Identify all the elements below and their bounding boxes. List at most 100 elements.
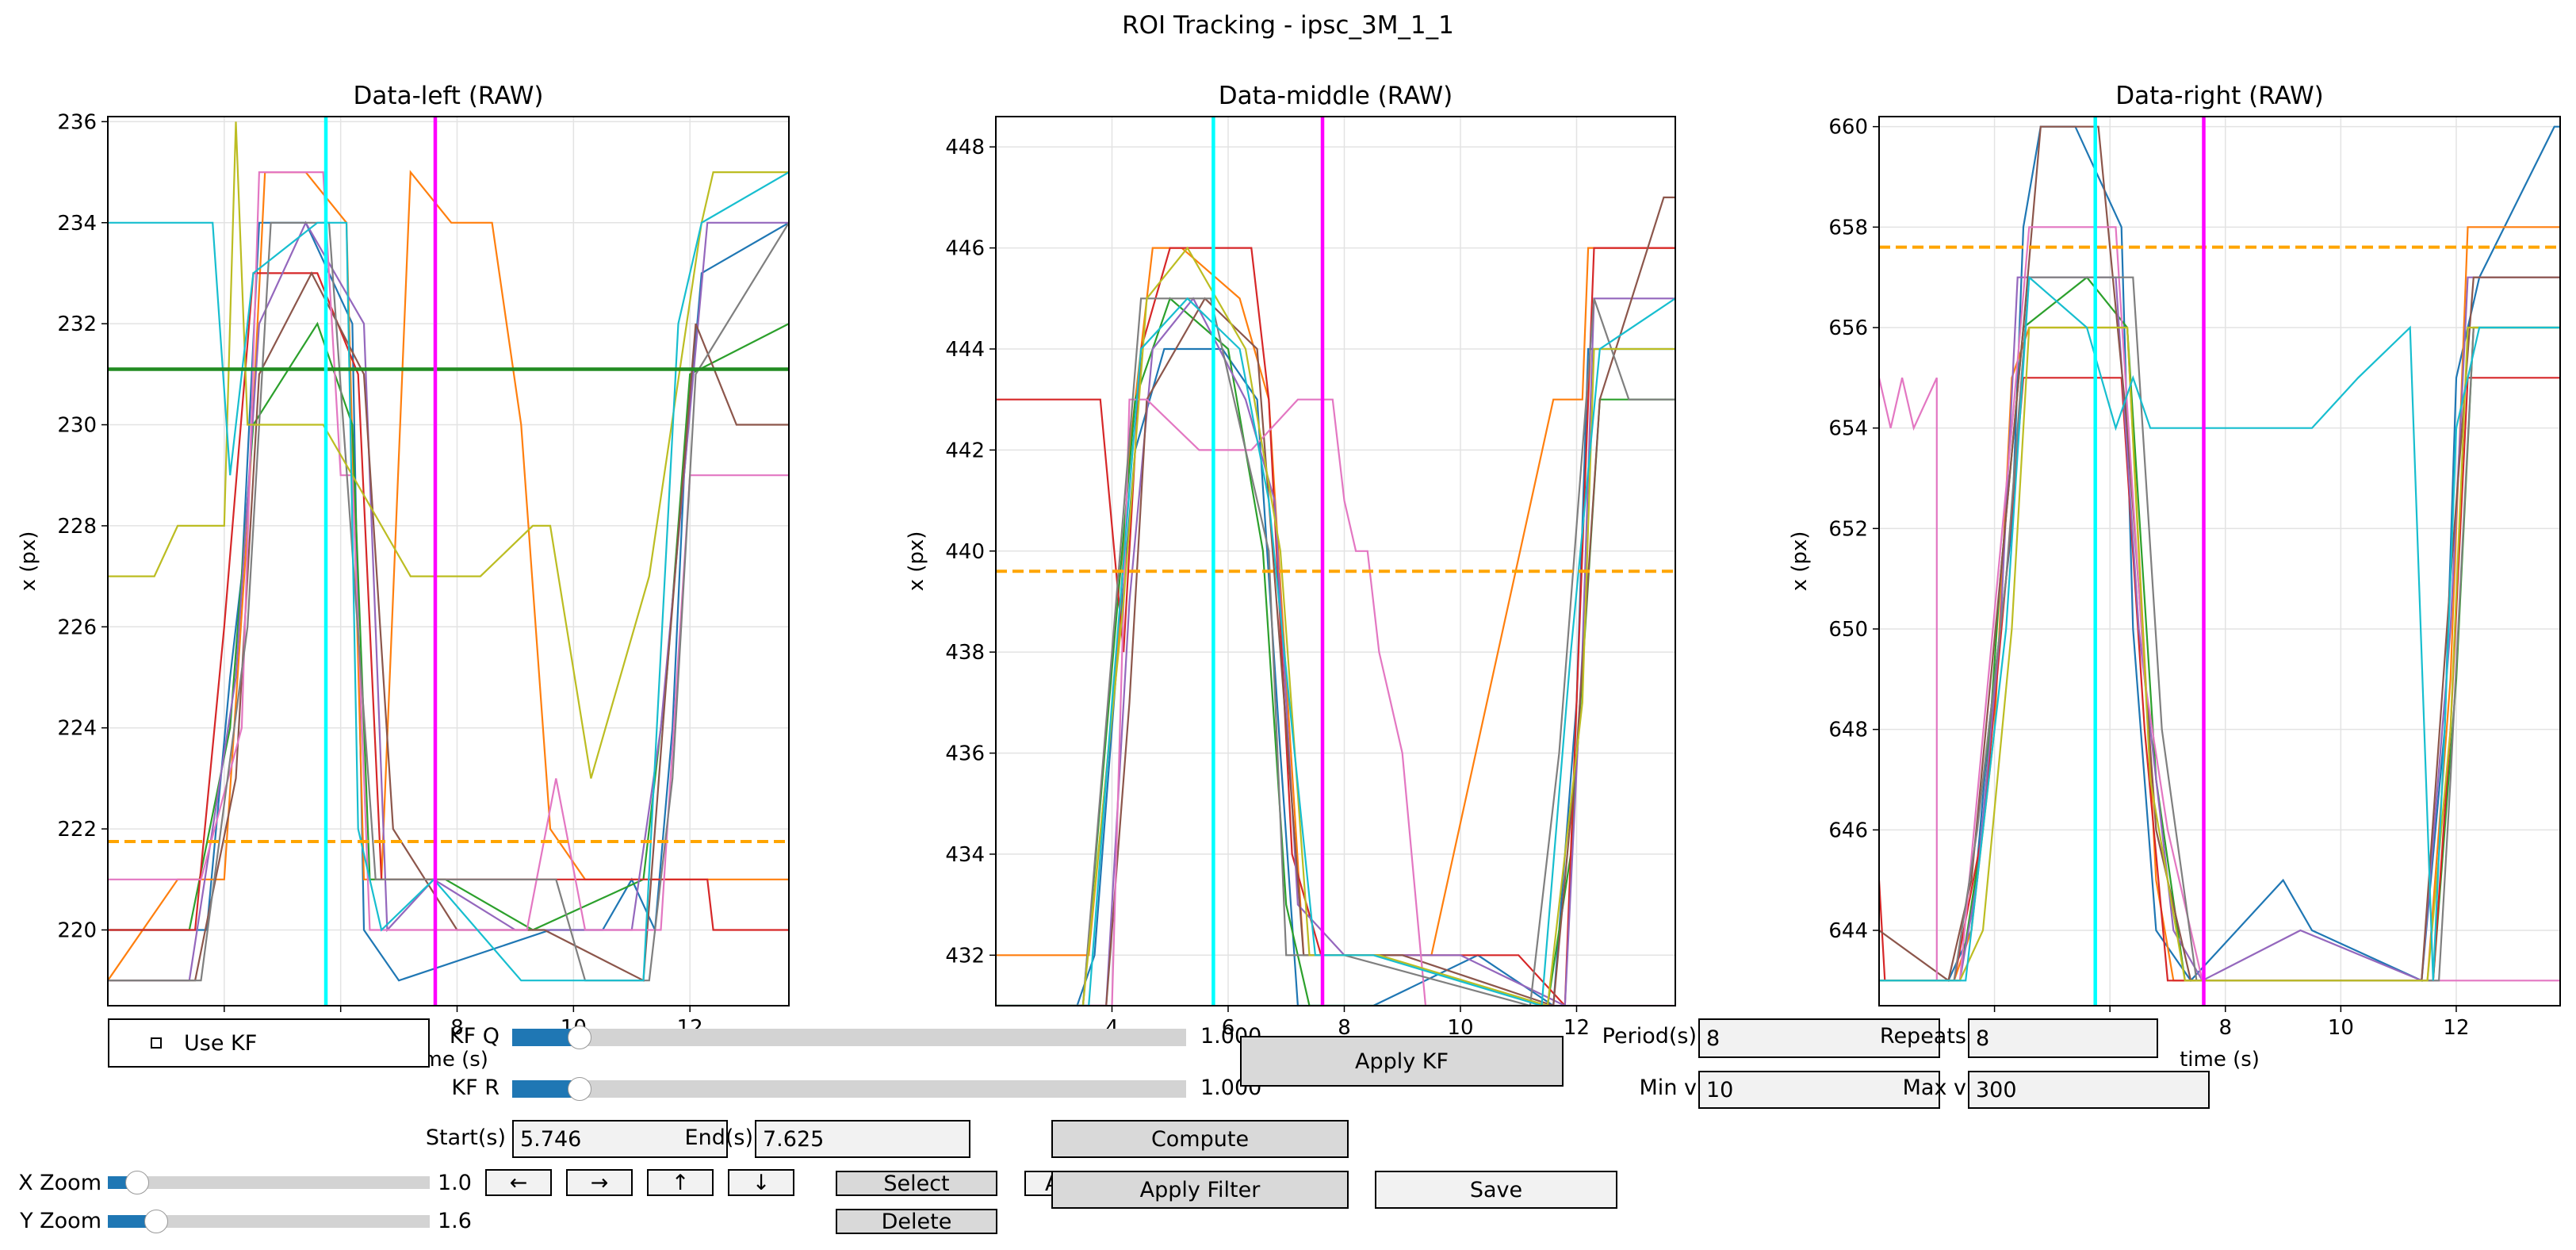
plot-frame	[995, 116, 1676, 1007]
kf-r-handle[interactable]	[568, 1077, 591, 1101]
checkbox-icon	[151, 1037, 162, 1049]
series-line-3	[1879, 377, 2560, 982]
delete-button[interactable]: Delete	[836, 1209, 997, 1234]
y-tick-label: 650	[1828, 618, 1868, 642]
kf-r-fill	[512, 1080, 580, 1098]
save-button[interactable]: Save	[1375, 1171, 1617, 1209]
y-zoom-handle[interactable]	[144, 1210, 168, 1233]
y-tick-label: 224	[57, 717, 97, 741]
y-tick-label: 444	[945, 338, 985, 362]
apply-filter-button[interactable]: Apply Filter	[1051, 1171, 1349, 1209]
y-tick-label: 222	[57, 818, 97, 842]
y-axis-label: x (px)	[17, 531, 40, 592]
x-tick-label: 8	[450, 1016, 464, 1040]
y-tick-label: 432	[945, 944, 985, 968]
y-axis-label: x (px)	[905, 531, 928, 592]
y-tick-label: 236	[57, 110, 97, 134]
y-tick-label: 440	[945, 540, 985, 564]
x-tick-label: 8	[2219, 1016, 2233, 1040]
y-tick-label: 652	[1828, 517, 1868, 541]
y-zoom-track[interactable]	[108, 1215, 430, 1228]
x-zoom-handle[interactable]	[124, 1171, 149, 1194]
series-line-6	[108, 171, 789, 931]
max-v-input[interactable]: 300	[1968, 1071, 2210, 1109]
series-line-9	[1879, 275, 2560, 982]
y-tick-label: 446	[945, 237, 985, 261]
repeats-input[interactable]: 8	[1968, 1018, 2158, 1058]
period-input[interactable]: 8	[1698, 1018, 1940, 1058]
series-line-9	[996, 297, 1675, 1006]
series-line-8	[108, 121, 789, 779]
repeats-label: Repeats	[1879, 1024, 1966, 1049]
chart-title: Data-left (RAW)	[354, 82, 544, 110]
max-v-label: Max v	[1902, 1076, 1966, 1100]
chart-panel-middle: 4 6 8 10 12432434436438440442444446448Data-m…	[905, 82, 1676, 1072]
x-zoom-value: 1.0	[438, 1171, 472, 1195]
series-line-7	[1879, 276, 2560, 982]
start-input[interactable]: 5.746	[512, 1120, 728, 1158]
pan-down-button[interactable]: ↓	[728, 1169, 794, 1196]
min-v-input[interactable]: 10	[1698, 1071, 1940, 1109]
end-input[interactable]: 7.625	[755, 1120, 970, 1158]
compute-button[interactable]: Compute	[1051, 1120, 1349, 1158]
plot-area	[108, 117, 789, 1006]
series-line-7	[108, 221, 789, 982]
series-line-7	[996, 297, 1675, 1006]
figure-title: ROI Tracking - ipsc_3M_1_1	[1122, 11, 1454, 40]
y-tick-label: 438	[945, 641, 985, 665]
series-line-0	[108, 221, 789, 982]
select-button[interactable]: Select	[836, 1171, 997, 1196]
x-tick-label: 10	[2328, 1016, 2354, 1040]
series-line-4	[1879, 276, 2560, 982]
kf-q-label: KF Q	[449, 1024, 500, 1049]
x-tick-label: 6	[1222, 1016, 1235, 1040]
y-tick-label: 234	[57, 212, 97, 236]
y-tick-label: 436	[945, 742, 985, 766]
period-label: Period(s)	[1602, 1024, 1697, 1049]
y-tick-label: 228	[57, 515, 97, 539]
use-kf-checkbox[interactable]: Use KF	[108, 1018, 430, 1068]
plot-frame	[1878, 116, 2561, 1007]
series-line-8	[996, 246, 1675, 1006]
apply-kf-button[interactable]: Apply KF	[1240, 1036, 1564, 1087]
series-line-1	[1879, 226, 2560, 982]
kf-q-handle[interactable]	[568, 1026, 591, 1049]
series-line-5	[996, 196, 1675, 1006]
y-tick-label: 442	[945, 439, 985, 462]
x-zoom-track[interactable]	[108, 1176, 430, 1189]
y-tick-label: 654	[1828, 417, 1868, 441]
x-zoom-label: X Zoom	[18, 1171, 101, 1195]
x-tick-label: 12	[2443, 1016, 2469, 1040]
chart-title: Data-middle (RAW)	[1219, 82, 1453, 110]
use-kf-label: Use KF	[184, 1030, 258, 1056]
start-label: Start(s)	[425, 1125, 506, 1150]
kf-r-track[interactable]	[512, 1080, 1186, 1098]
y-zoom-fill	[108, 1215, 156, 1228]
x-axis-label: time (s)	[2180, 1048, 2260, 1072]
y-tick-label: 448	[945, 136, 985, 159]
series-line-9	[108, 171, 789, 982]
pan-up-button[interactable]: ↑	[647, 1169, 714, 1196]
plot-area	[1879, 117, 2560, 1006]
y-tick-label: 434	[945, 843, 985, 867]
y-tick-label: 658	[1828, 216, 1868, 240]
kf-r-label: KF R	[451, 1076, 500, 1100]
chart-panel-right: 4681012644646648650652654656658660Data-r…	[1788, 82, 2561, 1072]
series-line-6	[996, 398, 1675, 1006]
pan-left-button[interactable]: ←	[485, 1169, 552, 1196]
series-line-8	[1879, 326, 2560, 982]
y-tick-label: 656	[1828, 316, 1868, 340]
y-zoom-value: 1.6	[438, 1209, 472, 1233]
y-tick-label: 230	[57, 414, 97, 438]
kf-q-track[interactable]	[512, 1029, 1186, 1046]
plot-area	[996, 117, 1675, 1006]
y-axis-label: x (px)	[1788, 531, 1812, 592]
series-line-5	[1879, 125, 2560, 983]
y-tick-label: 646	[1828, 819, 1868, 842]
y-tick-label: 232	[57, 312, 97, 336]
kf-q-fill	[512, 1029, 580, 1046]
x-tick-label: 8	[1338, 1016, 1351, 1040]
y-tick-label: 648	[1828, 719, 1868, 742]
pan-right-button[interactable]: →	[566, 1169, 633, 1196]
y-tick-label: 660	[1828, 116, 1868, 140]
